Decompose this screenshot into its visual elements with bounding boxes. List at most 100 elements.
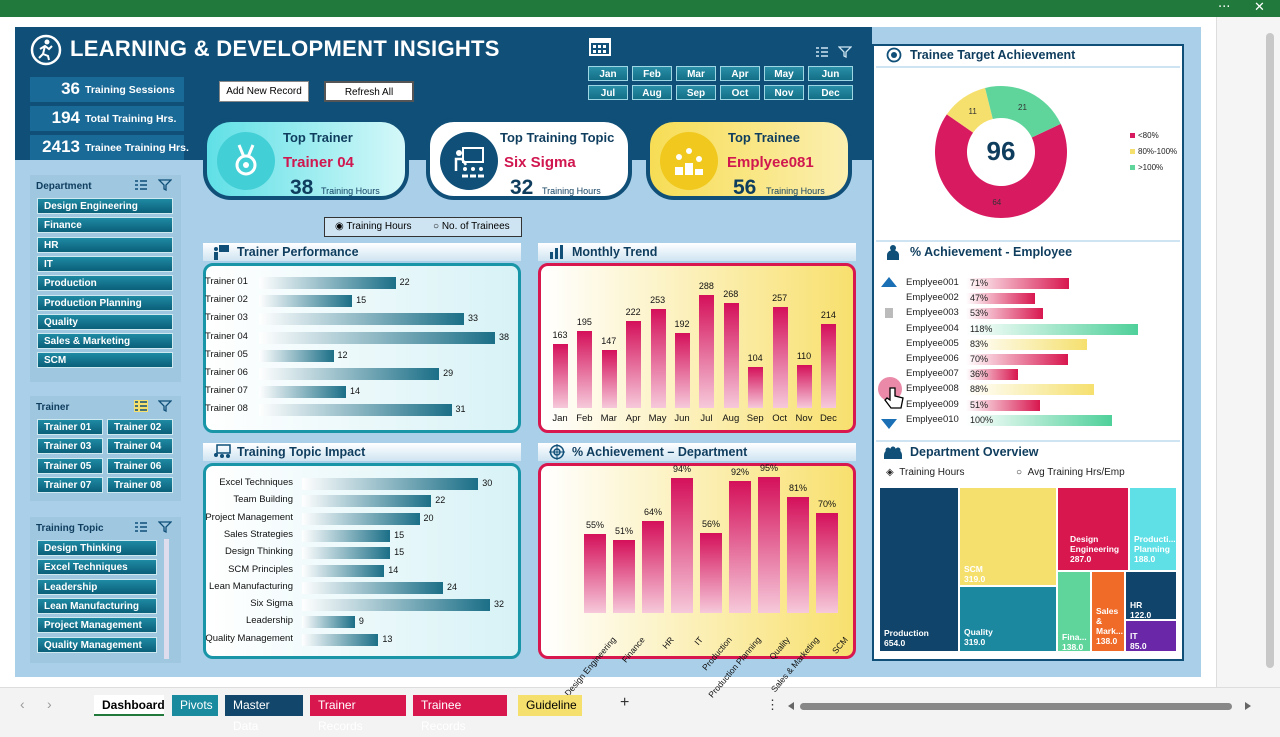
month-button[interactable]: Dec <box>808 85 853 100</box>
slicer-item-department[interactable]: SCM <box>37 352 173 369</box>
top-trainer-card: Top Trainer Trainer 04 38 Training Hours <box>203 118 409 200</box>
card-unit: Training Hours <box>321 186 380 196</box>
slicer-item-department[interactable]: HR <box>37 236 173 253</box>
bar <box>966 354 1069 365</box>
slicer-item-department[interactable]: Production <box>37 275 173 292</box>
month-button[interactable]: Oct <box>720 85 760 100</box>
scroll-down-arrow-icon[interactable] <box>880 418 898 430</box>
multi-select-icon[interactable] <box>134 521 148 533</box>
data-label: 257 <box>772 293 788 304</box>
sheet-tab-guideline[interactable]: Guideline <box>518 695 582 716</box>
employee-scroll-thumb[interactable] <box>885 308 893 318</box>
sheet-tab-master-data[interactable]: Master Data <box>225 695 303 733</box>
data-label: 33 <box>467 313 478 324</box>
slicer-item-topic[interactable]: Leadership <box>37 578 157 595</box>
bar <box>723 302 739 408</box>
treemap-value: 122.0 <box>1130 610 1152 620</box>
prev-sheet-arrow-icon[interactable]: ‹ <box>20 696 25 712</box>
month-button[interactable]: Jun <box>808 66 853 81</box>
sheet-tab-trainer-records[interactable]: Trainer Records <box>310 695 406 733</box>
sheet-tab-trainee-records[interactable]: Trainee Records <box>413 695 507 733</box>
month-button[interactable]: Apr <box>720 66 760 81</box>
slicer-item-trainer[interactable]: Trainer 03 <box>37 438 103 455</box>
next-sheet-arrow-icon[interactable]: › <box>47 696 52 712</box>
slicer-item-topic[interactable]: Lean Manufacturing <box>37 597 157 614</box>
data-label: 214 <box>820 310 836 321</box>
slicer-item-department[interactable]: Sales & Marketing <box>37 333 173 350</box>
slicer-item-department[interactable]: Quality <box>37 313 173 330</box>
horizontal-scrollbar[interactable] <box>800 703 1232 710</box>
data-label: 253 <box>650 294 666 305</box>
slicer-item-trainer[interactable]: Trainer 01 <box>37 419 103 435</box>
month-button[interactable]: Jan <box>588 66 628 81</box>
scroll-left-arrow-icon[interactable] <box>787 701 795 711</box>
month-button[interactable]: Feb <box>632 66 672 81</box>
clear-filter-icon[interactable] <box>158 179 172 191</box>
slicer-item-department[interactable]: Production Planning <box>37 294 173 311</box>
donut-center-value: 96 <box>986 136 1016 166</box>
card-value: 38 <box>290 176 314 199</box>
section-trainer-performance: Trainer Performance <box>203 243 521 261</box>
slicer-item-trainer[interactable]: Trainer 08 <box>107 476 173 493</box>
clear-filter-icon[interactable] <box>158 521 172 533</box>
slicer-item-department[interactable]: IT <box>37 255 173 272</box>
bar <box>816 512 838 613</box>
treemap-tile <box>960 587 1056 651</box>
data-label: 14 <box>349 386 360 397</box>
slicer-item-department[interactable]: Design Engineering <box>37 198 173 214</box>
more-options-icon[interactable]: ··· <box>1218 0 1231 15</box>
slicer-item-topic[interactable]: Project Management <box>37 617 157 634</box>
add-sheet-button[interactable]: + <box>620 694 630 711</box>
axis-label: Lean Manufacturing <box>209 580 293 592</box>
sheet-tab-pivots[interactable]: Pivots <box>172 695 218 716</box>
data-label: 222 <box>625 306 641 317</box>
multi-select-icon[interactable] <box>134 400 148 412</box>
vertical-scrollbar[interactable] <box>1266 33 1274 668</box>
close-icon[interactable]: ✕ <box>1254 0 1265 15</box>
employee-label: Emplyee004 <box>906 322 959 334</box>
slicer-item-trainer[interactable]: Trainer 02 <box>107 419 173 435</box>
add-new-record-button[interactable]: Add New Record <box>219 81 309 102</box>
slicer-scrollbar[interactable] <box>164 539 169 659</box>
slicer-item-trainer[interactable]: Trainer 05 <box>37 457 103 474</box>
data-label: 92% <box>730 467 749 478</box>
slicer-item-trainer[interactable]: Trainer 04 <box>107 438 173 455</box>
refresh-all-button[interactable]: Refresh All <box>324 81 414 102</box>
treemap-label: Producti... Planning 188.0 <box>1134 534 1176 564</box>
radio-no-of-trainees[interactable]: ○ No. of Trainees <box>433 221 510 232</box>
month-button[interactable]: Sep <box>676 85 716 100</box>
month-button[interactable]: May <box>764 66 804 81</box>
multi-select-icon[interactable] <box>134 179 148 191</box>
tab-splitter[interactable]: ⋮ <box>766 697 779 712</box>
target-icon <box>886 47 902 63</box>
slicer-item-trainer[interactable]: Trainer 07 <box>37 476 103 493</box>
data-label: 32 <box>494 599 505 610</box>
scroll-up-arrow-icon[interactable] <box>880 276 898 288</box>
month-button[interactable]: Mar <box>676 66 716 81</box>
multi-select-icon[interactable] <box>815 46 829 58</box>
clear-filter-icon[interactable] <box>158 400 172 412</box>
month-button[interactable]: Nov <box>764 85 804 100</box>
treemap-tile <box>1058 488 1128 570</box>
slicer-item-topic[interactable]: Design Thinking <box>37 540 157 556</box>
radio-training-hours[interactable]: ◉ Training Hours <box>335 221 412 232</box>
data-label: 53% <box>970 308 989 319</box>
legend-item: >100% <box>1130 163 1163 172</box>
slicer-item-topic[interactable]: Excel Techniques <box>37 559 157 576</box>
sheet-tab-dashboard[interactable]: Dashboard <box>94 695 165 716</box>
radio-dept-training-hours[interactable]: ◈ Training Hours <box>886 467 965 478</box>
radio-avg-training-hrs[interactable]: ○ Avg Training Hrs/Emp <box>1016 467 1125 478</box>
clear-filter-icon[interactable] <box>838 46 852 58</box>
slicer-item-topic[interactable]: Quality Management <box>37 636 157 653</box>
month-button[interactable]: Jul <box>588 85 628 100</box>
scroll-right-arrow-icon[interactable] <box>1244 701 1252 711</box>
slicer-item-trainer[interactable]: Trainer 06 <box>107 457 173 474</box>
slicer-item-department[interactable]: Finance <box>37 217 173 234</box>
axis-label: Dec <box>819 413 837 424</box>
data-label: 12 <box>337 349 348 360</box>
employee-label: Emplyee005 <box>906 337 959 349</box>
card-title: Top Training Topic <box>500 130 615 145</box>
month-button[interactable]: Aug <box>632 85 672 100</box>
employee-label: Emplyee002 <box>906 292 959 304</box>
data-label: 110 <box>796 350 812 361</box>
